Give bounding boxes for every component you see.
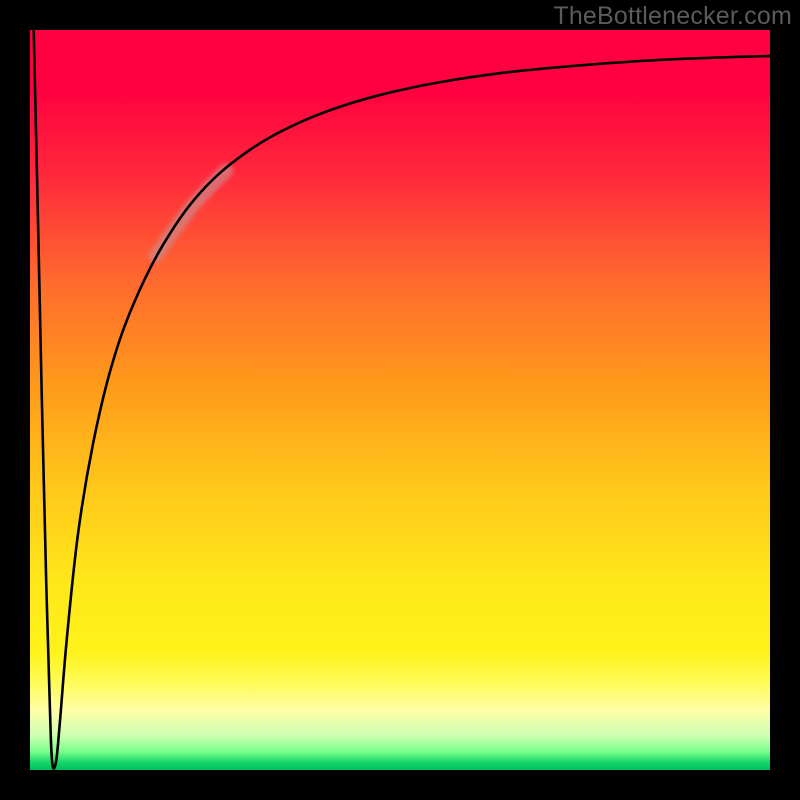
chart-svg	[0, 0, 800, 800]
plot-frame	[0, 770, 800, 800]
attribution-text: TheBottlenecker.com	[553, 2, 792, 31]
plot-frame	[770, 0, 800, 800]
plot-frame	[0, 0, 30, 800]
chart-root: TheBottlenecker.com	[0, 0, 800, 800]
plot-background	[30, 30, 770, 770]
